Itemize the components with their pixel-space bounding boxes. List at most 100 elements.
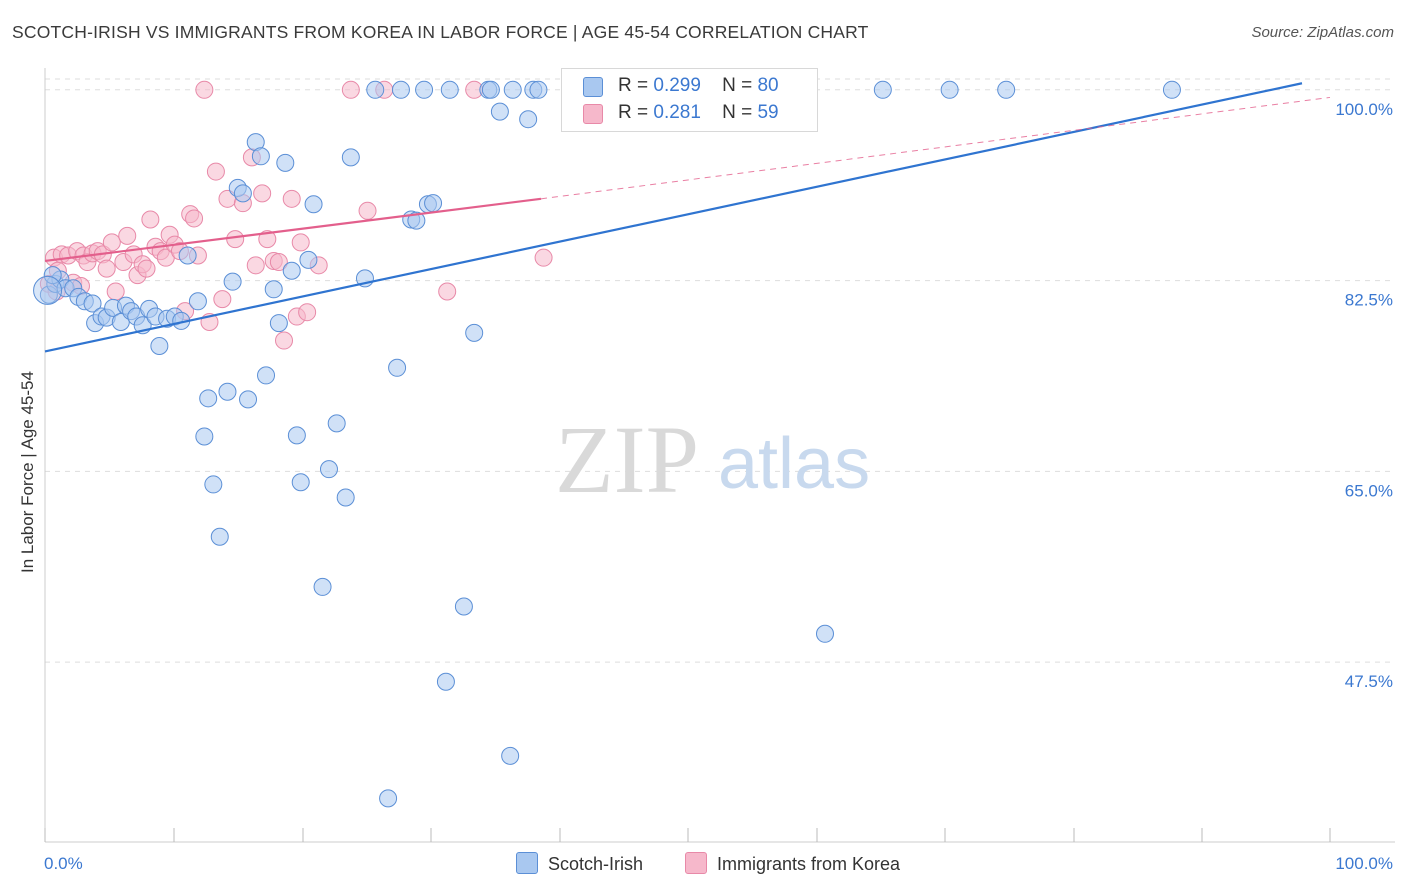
data-point-scotch-irish — [83, 294, 102, 313]
data-point-scotch-irish — [997, 80, 1016, 99]
data-point-scotch-irish — [282, 261, 301, 280]
data-point-scotch-irish — [188, 292, 207, 311]
legend-n-label: N = — [722, 102, 753, 123]
axes — [44, 68, 1395, 843]
data-point-scotch-irish-cluster — [33, 275, 63, 305]
data-point-korea — [97, 259, 116, 278]
data-point-korea — [438, 282, 457, 301]
legend-r-value: 0.299 — [653, 75, 701, 96]
data-point-korea — [206, 162, 225, 181]
data-point-scotch-irish — [873, 80, 892, 99]
data-point-scotch-irish — [210, 527, 229, 546]
data-point-korea — [195, 80, 214, 99]
data-point-korea — [137, 259, 156, 278]
data-point-scotch-irish — [204, 475, 223, 494]
data-point-scotch-irish — [503, 80, 522, 99]
bottom-legend-label: Scotch-Irish — [548, 854, 644, 874]
data-point-korea — [291, 233, 310, 252]
gridlines — [45, 78, 1395, 663]
data-point-scotch-irish — [436, 672, 455, 691]
bottom-legend-label: Immigrants from Korea — [717, 854, 901, 874]
bottom-legend-swatch-blue — [516, 852, 538, 874]
data-point-scotch-irish — [1162, 80, 1181, 99]
data-point-scotch-irish — [481, 80, 500, 99]
data-point-scotch-irish — [341, 148, 360, 167]
tick-labels: 100.0% 82.5% 65.0% 47.5% 0.0% 100.0% — [44, 100, 1393, 873]
data-point-korea — [102, 233, 121, 252]
data-point-scotch-irish — [218, 382, 237, 401]
data-point-korea — [106, 282, 125, 301]
bottom-legend-korea[interactable]: Immigrants from Korea — [685, 852, 900, 875]
data-point-scotch-irish — [490, 102, 509, 121]
data-point-scotch-irish — [251, 147, 270, 166]
data-point-scotch-irish — [291, 473, 310, 492]
data-point-korea — [341, 80, 360, 99]
data-point-scotch-irish — [223, 272, 242, 291]
trendline-scotch-irish — [44, 82, 1303, 353]
legend-r-value: 0.281 — [653, 102, 701, 123]
data-point-korea — [534, 248, 553, 267]
correlation-legend: R = 0.299 N = 80 R = 0.281 N = 59 — [561, 68, 818, 132]
x-tick-label: 100.0% — [1335, 854, 1393, 873]
trendline-korea — [44, 197, 542, 263]
data-point-scotch-irish — [424, 194, 443, 213]
legend-stats-korea: R = 0.281 N = 59 — [618, 102, 779, 124]
data-point-scotch-irish — [319, 460, 338, 479]
data-point-scotch-irish — [299, 250, 318, 269]
data-point-korea — [213, 290, 232, 309]
trendline-korea-extension — [540, 96, 1331, 200]
data-point-scotch-irish — [239, 390, 258, 409]
data-point-korea — [258, 230, 277, 249]
data-point-korea — [298, 303, 317, 322]
data-point-scotch-irish — [440, 80, 459, 99]
data-point-scotch-irish — [264, 280, 283, 299]
data-point-korea — [118, 226, 137, 245]
data-point-scotch-irish — [150, 336, 169, 355]
data-point-scotch-irish — [269, 314, 288, 333]
data-point-korea — [141, 210, 160, 229]
watermark: ZIP atlas — [555, 406, 870, 513]
bottom-legend-scotch-irish[interactable]: Scotch-Irish — [516, 852, 643, 875]
legend-r-label: R = — [618, 75, 649, 96]
y-tick-label: 82.5% — [1345, 291, 1393, 310]
source-label: Source: ZipAtlas.com — [1251, 24, 1394, 41]
data-point-scotch-irish — [465, 323, 484, 342]
data-point-scotch-irish — [454, 597, 473, 616]
data-point-korea — [269, 253, 288, 272]
legend-n-label: N = — [722, 75, 753, 96]
chart-title: SCOTCH-IRISH VS IMMIGRANTS FROM KOREA IN… — [12, 22, 869, 42]
data-point-korea — [226, 230, 245, 249]
watermark-atlas: atlas — [718, 424, 870, 504]
data-point-scotch-irish — [379, 789, 398, 808]
data-point-scotch-irish — [391, 80, 410, 99]
data-point-scotch-irish — [529, 80, 548, 99]
data-point-scotch-irish — [366, 80, 385, 99]
data-point-scotch-irish — [407, 211, 426, 230]
y-tick-label: 100.0% — [1335, 100, 1393, 119]
y-tick-label: 65.0% — [1345, 481, 1393, 500]
data-point-scotch-irish — [304, 195, 323, 214]
bottom-legend-swatch-pink — [685, 852, 707, 874]
data-point-korea — [358, 201, 377, 220]
legend-r-label: R = — [618, 102, 649, 123]
data-point-scotch-irish — [501, 746, 520, 765]
data-point-scotch-irish — [178, 246, 197, 265]
data-point-scotch-irish — [276, 153, 295, 172]
data-point-korea — [275, 331, 294, 350]
data-point-scotch-irish — [233, 184, 252, 203]
watermark-zip: ZIP — [555, 406, 699, 513]
data-point-scotch-irish — [327, 414, 346, 433]
y-tick-label: 47.5% — [1345, 672, 1393, 691]
data-point-korea — [282, 189, 301, 208]
data-point-scotch-irish — [815, 624, 834, 643]
legend-swatch-blue — [583, 77, 603, 97]
legend-n-value: 80 — [757, 75, 779, 96]
data-point-korea — [185, 209, 204, 228]
legend-stats-scotch-irish: R = 0.299 N = 80 — [618, 75, 779, 97]
data-point-scotch-irish — [336, 488, 355, 507]
y-axis-title: In Labor Force | Age 45-54 — [18, 371, 37, 573]
data-point-scotch-irish — [388, 358, 407, 377]
data-point-scotch-irish — [313, 577, 332, 596]
data-point-scotch-irish — [199, 389, 218, 408]
trendlines — [44, 82, 1331, 353]
